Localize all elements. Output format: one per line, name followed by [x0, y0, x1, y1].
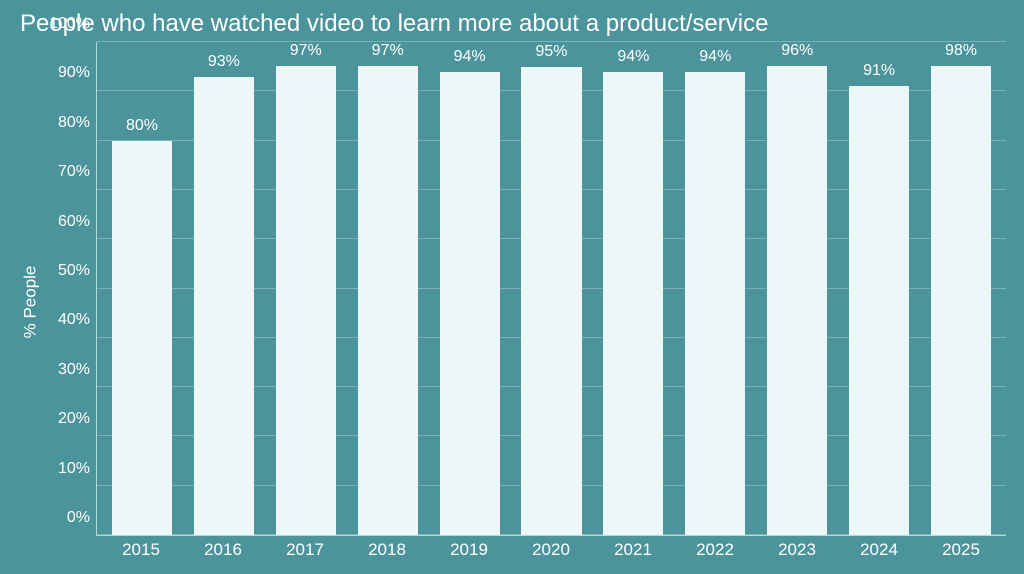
- bar-slot: 94%: [592, 42, 674, 535]
- bar: [849, 86, 909, 535]
- x-tick-label: 2021: [592, 536, 674, 562]
- chart-title: People who have watched video to learn m…: [18, 10, 1006, 38]
- bar: [358, 66, 418, 535]
- bar-value-label: 93%: [208, 53, 240, 71]
- x-tick-label: 2019: [428, 536, 510, 562]
- y-tick-label: 70%: [58, 163, 90, 181]
- x-tick-label: 2018: [346, 536, 428, 562]
- bar-value-label: 80%: [126, 117, 158, 135]
- x-tick-label: 2024: [838, 536, 920, 562]
- bar: [521, 67, 581, 535]
- bar: [112, 141, 172, 535]
- bar-value-label: 95%: [535, 43, 567, 61]
- bar-value-label: 91%: [863, 62, 895, 80]
- x-axis: 2015201620172018201920202021202220232024…: [96, 536, 1006, 562]
- bar: [931, 66, 991, 535]
- bar-slot: 95%: [511, 42, 593, 535]
- y-tick-label: 30%: [58, 361, 90, 379]
- bar-value-label: 96%: [781, 42, 813, 60]
- ylabel-col: % People: [18, 42, 42, 562]
- y-tick-label: 80%: [58, 114, 90, 132]
- y-tick-label: 50%: [58, 262, 90, 280]
- x-tick-label: 2022: [674, 536, 756, 562]
- bar-value-label: 94%: [617, 48, 649, 66]
- x-tick-label: 2025: [920, 536, 1002, 562]
- x-tick-label: 2015: [100, 536, 182, 562]
- bar: [603, 72, 663, 535]
- y-tick-label: 60%: [58, 213, 90, 231]
- bar-slot: 96%: [756, 42, 838, 535]
- bar-slot: 93%: [183, 42, 265, 535]
- y-tick-label: 20%: [58, 410, 90, 428]
- bar-chart: People who have watched video to learn m…: [0, 0, 1024, 574]
- bars-layer: 80% 93% 97% 97% 94% 95% 94% 94% 96% 91% 98%: [97, 42, 1006, 535]
- bar-value-label: 94%: [454, 48, 486, 66]
- bar-value-label: 94%: [699, 48, 731, 66]
- y-tick-label: 90%: [58, 64, 90, 82]
- plot-wrap: % People 0%10%20%30%40%50%60%70%80%90%10…: [18, 42, 1006, 562]
- y-tick-label: 100%: [49, 15, 90, 33]
- bar: [767, 66, 827, 535]
- y-axis-label: % People: [20, 266, 40, 339]
- bar-slot: 94%: [674, 42, 756, 535]
- bar: [685, 72, 745, 535]
- bar: [194, 77, 254, 535]
- bar-slot: 91%: [838, 42, 920, 535]
- bar-value-label: 98%: [945, 42, 977, 60]
- y-tick-label: 10%: [58, 460, 90, 478]
- plot-area: 80% 93% 97% 97% 94% 95% 94% 94% 96% 91% 98%: [96, 42, 1006, 536]
- y-axis: 0%10%20%30%40%50%60%70%80%90%100%: [42, 42, 96, 562]
- y-tick-label: 40%: [58, 311, 90, 329]
- bar-slot: 98%: [920, 42, 1002, 535]
- bar-value-label: 97%: [290, 42, 322, 60]
- bar-value-label: 97%: [372, 42, 404, 60]
- bar: [440, 72, 500, 535]
- bar: [276, 66, 336, 535]
- x-tick-label: 2017: [264, 536, 346, 562]
- x-tick-label: 2023: [756, 536, 838, 562]
- x-tick-label: 2016: [182, 536, 264, 562]
- plot-col: 80%93%97%97%94%95%94%94%96%91%98% 201520…: [96, 42, 1006, 562]
- bar-slot: 80%: [101, 42, 183, 535]
- x-tick-label: 2020: [510, 536, 592, 562]
- y-tick-label: 0%: [67, 509, 90, 527]
- bar-slot: 94%: [429, 42, 511, 535]
- bar-slot: 97%: [265, 42, 347, 535]
- bar-slot: 97%: [347, 42, 429, 535]
